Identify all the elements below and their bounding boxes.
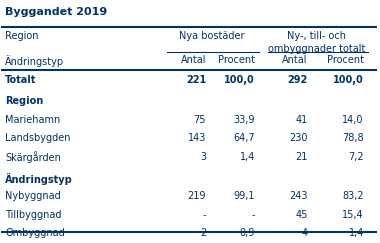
Text: 2: 2 — [200, 228, 206, 238]
Text: Byggandet 2019: Byggandet 2019 — [5, 7, 108, 17]
Text: 292: 292 — [287, 75, 307, 85]
Text: Ändringstyp: Ändringstyp — [5, 173, 73, 185]
Text: 33,9: 33,9 — [233, 114, 255, 124]
Text: -: - — [203, 210, 206, 220]
Text: 15,4: 15,4 — [342, 210, 364, 220]
Text: Nya bostäder: Nya bostäder — [179, 31, 244, 41]
Text: Antal: Antal — [282, 55, 307, 65]
Text: 14,0: 14,0 — [342, 114, 364, 124]
Text: 1,4: 1,4 — [348, 228, 364, 238]
Text: 143: 143 — [188, 133, 206, 143]
Text: 1,4: 1,4 — [239, 152, 255, 162]
Text: 78,8: 78,8 — [342, 133, 364, 143]
Text: 99,1: 99,1 — [233, 191, 255, 201]
Text: 230: 230 — [289, 133, 307, 143]
Text: 41: 41 — [295, 114, 307, 124]
Text: 4: 4 — [301, 228, 307, 238]
Text: Skärgården: Skärgården — [5, 152, 61, 164]
Text: Region: Region — [5, 31, 39, 41]
Text: 100,0: 100,0 — [333, 75, 364, 85]
Text: 243: 243 — [289, 191, 307, 201]
Text: 0,9: 0,9 — [239, 228, 255, 238]
Text: Ändringstyp: Ändringstyp — [5, 55, 64, 67]
Text: Ny-, till- och
ombyggnader totalt: Ny-, till- och ombyggnader totalt — [268, 31, 366, 54]
Text: 3: 3 — [200, 152, 206, 162]
Text: 75: 75 — [194, 114, 206, 124]
Text: -: - — [252, 210, 255, 220]
Text: 100,0: 100,0 — [224, 75, 255, 85]
Text: Landsbygden: Landsbygden — [5, 133, 71, 143]
Text: Totalt: Totalt — [5, 75, 36, 85]
Text: Tillbyggnad: Tillbyggnad — [5, 210, 62, 220]
Text: Antal: Antal — [180, 55, 206, 65]
Text: 64,7: 64,7 — [233, 133, 255, 143]
Text: Procent: Procent — [327, 55, 364, 65]
Text: Region: Region — [5, 96, 43, 106]
Text: Ombyggnad: Ombyggnad — [5, 228, 65, 238]
Text: 83,2: 83,2 — [342, 191, 364, 201]
Text: Mariehamn: Mariehamn — [5, 114, 60, 124]
Text: Nybyggnad: Nybyggnad — [5, 191, 61, 201]
Text: 21: 21 — [295, 152, 307, 162]
Text: 45: 45 — [295, 210, 307, 220]
Text: 7,2: 7,2 — [348, 152, 364, 162]
Text: 221: 221 — [186, 75, 206, 85]
Text: Procent: Procent — [218, 55, 255, 65]
Text: 219: 219 — [188, 191, 206, 201]
